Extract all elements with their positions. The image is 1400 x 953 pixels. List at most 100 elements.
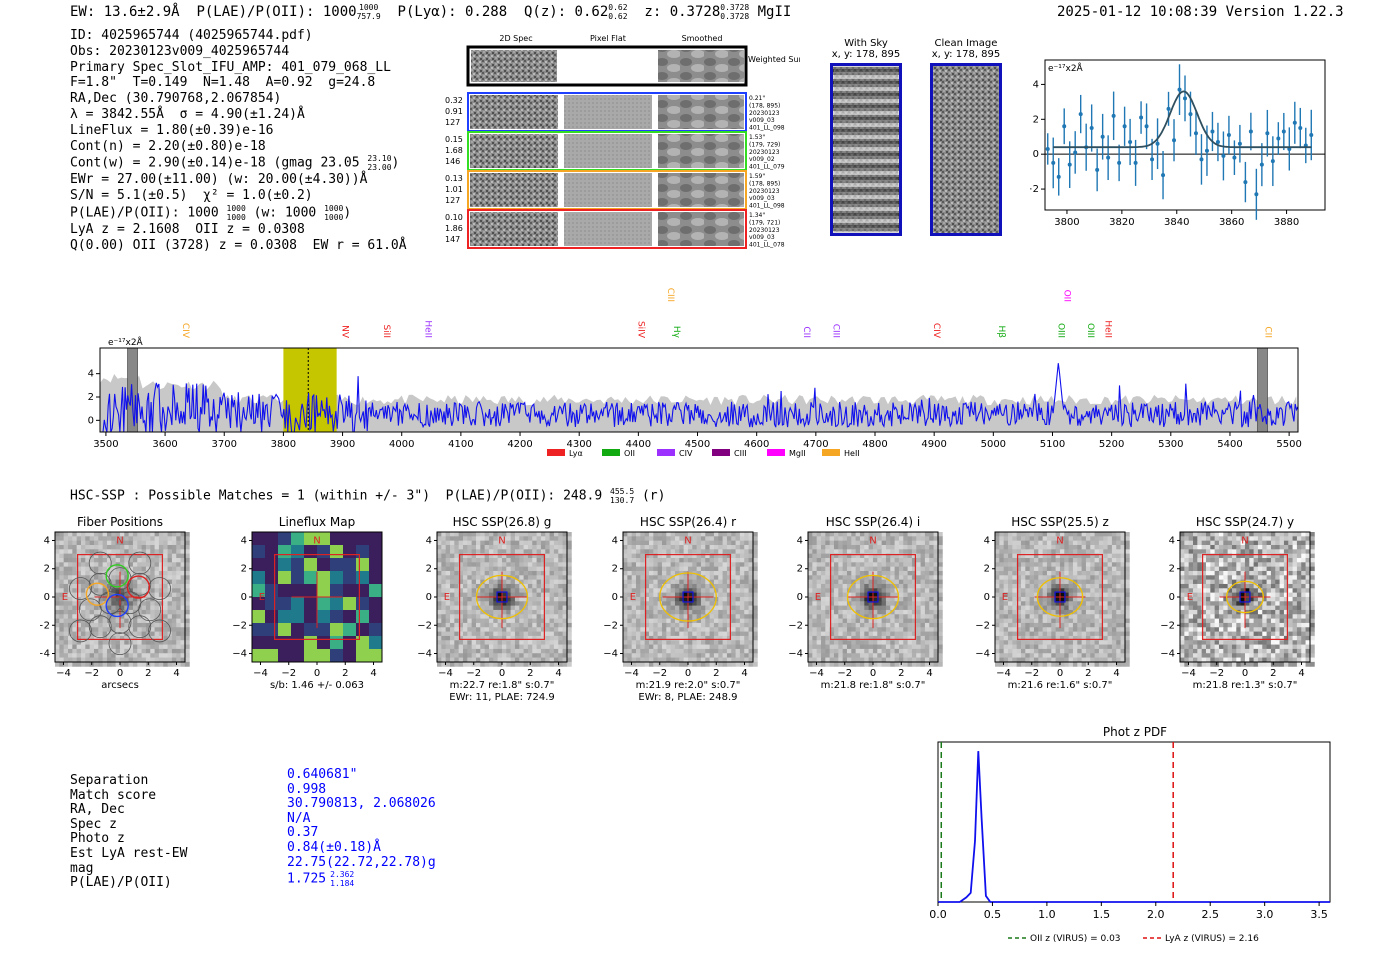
line-fit-point bbox=[1243, 180, 1248, 185]
spectrum-legend-swatch-0 bbox=[547, 449, 565, 456]
hsc-panel-1-north: N bbox=[313, 535, 320, 546]
spectrum-line-label-8: CIII bbox=[831, 324, 841, 338]
cutout-row-0-left-1: 0.91 bbox=[445, 107, 463, 116]
cutout-row-2-flat bbox=[564, 173, 652, 207]
hsc-panel-3-east: E bbox=[630, 592, 636, 603]
line-fit-ytick-label: 2 bbox=[1033, 114, 1039, 125]
hsc-panel-0-xtick: −4 bbox=[56, 668, 71, 679]
hsc-panel-5-aperture bbox=[1036, 577, 1084, 617]
hsc-panel-1-title: Lineflux Map bbox=[279, 515, 355, 529]
hsc-panel-4-search-box bbox=[830, 554, 916, 640]
line-fit-point bbox=[1172, 138, 1177, 143]
photz-frame bbox=[937, 741, 1331, 903]
photz-xtick-label: 1.0 bbox=[1038, 908, 1056, 921]
line-fit-point bbox=[1139, 115, 1144, 120]
hsc-panel-2-ytick: −4 bbox=[417, 649, 432, 660]
hsc-fiber-highlight-1 bbox=[126, 575, 151, 599]
spectrum-xtick-label: 5400 bbox=[1217, 439, 1242, 450]
spectrum-legend-swatch-2 bbox=[657, 449, 675, 456]
header-datetime: 2025-01-12 10:08:39 bbox=[1057, 4, 1218, 20]
hsc-panel-6-counterpart bbox=[1239, 591, 1251, 603]
hsc-panel-4-xlabel: m:21.8 re:1.8" s:0.7" bbox=[821, 680, 926, 691]
info-plae-hi: 1000 bbox=[226, 203, 246, 213]
line-fit-point bbox=[1221, 153, 1226, 158]
hsc-panel-1-search-box bbox=[274, 554, 360, 640]
spectrum-legend-label-1: OII bbox=[624, 449, 635, 458]
clean-title: Clean Image bbox=[934, 38, 998, 49]
counterpart-value-4: 0.37 bbox=[287, 825, 319, 841]
hsc-panel-3-xtick: 0 bbox=[685, 668, 691, 679]
hsc-panel-6-xtick: 0 bbox=[1242, 668, 1248, 679]
spectrum-line-label-15: CII bbox=[1262, 326, 1272, 338]
counterpart-value-3: N/A bbox=[287, 810, 311, 826]
spectrum-line-label-1: NV bbox=[340, 325, 350, 339]
cutout-row-1-left-1: 1.68 bbox=[445, 146, 463, 155]
counterpart-labels: Separation Match score RA, Dec Spec z Photo … bbox=[70, 773, 187, 891]
hsc-panel-3-north: N bbox=[684, 535, 691, 546]
spectrum-line-label-11: OII bbox=[1061, 290, 1071, 302]
info-plae-w-hi: 1000 bbox=[324, 203, 344, 213]
hsc-panel-4-ytick: 2 bbox=[797, 564, 803, 575]
spectrum-frame bbox=[99, 347, 1299, 433]
hsc-panel-5-xlabel: m:21.6 re:1.6" s:0.7" bbox=[1008, 680, 1113, 691]
hsc-panel-5-xtick: 2 bbox=[1085, 668, 1091, 679]
spectrum-xtick-label: 4700 bbox=[803, 439, 828, 450]
counterpart-value-2: 30.790813, 2.068026 bbox=[287, 796, 436, 812]
cutout-row-1-right-1: (179, 729) bbox=[749, 141, 780, 148]
spectrum-xtick-label: 4900 bbox=[921, 439, 946, 450]
hsc-panel-2-search-box bbox=[459, 554, 545, 640]
hsc-panel-5-title: HSC SSP(25.5) z bbox=[1011, 515, 1109, 529]
counterpart-value-0: 0.640681" bbox=[287, 767, 358, 782]
spectrum-xtick-label: 4400 bbox=[626, 439, 651, 450]
spectrum-line-label-13: OIII bbox=[1085, 323, 1095, 338]
spectrum-line-label-9: CIV bbox=[931, 323, 941, 339]
spectrum-legend-swatch-5 bbox=[822, 449, 840, 456]
hsc-panel-4-east: E bbox=[815, 592, 821, 603]
line-fit-point bbox=[1078, 112, 1083, 117]
hsc-panel-2-east: E bbox=[444, 592, 450, 603]
line-fit-point bbox=[1067, 162, 1072, 167]
cutout-row-2-right-3: v009_03 bbox=[749, 195, 775, 202]
hsc-panel-4-aperture bbox=[846, 574, 900, 620]
cutout-row-1-right-4: 401_LL_079 bbox=[749, 164, 785, 171]
cutout-row-0-flat bbox=[564, 95, 652, 129]
col-label-2dspec: 2D Spec bbox=[499, 34, 532, 43]
spectrum-xtick-label: 4800 bbox=[862, 439, 887, 450]
hsc-panel-1-east: E bbox=[259, 592, 265, 603]
info-primary: Primary Spec_Slot_IFU_AMP: 401_079_068_L… bbox=[70, 59, 391, 75]
spectrum-line-label-4: SiIV bbox=[635, 321, 645, 339]
hsc-panel-5-north: N bbox=[1056, 535, 1063, 546]
line-fit-point bbox=[1232, 155, 1237, 160]
line-fit-point bbox=[1155, 141, 1160, 146]
header-plya: P(Lyα): 0.288 bbox=[397, 4, 508, 20]
hsc-panel-1-xtick: −4 bbox=[253, 668, 268, 679]
cutout-row-2-2dspec bbox=[470, 173, 558, 207]
header-z-lo: 0.3728 bbox=[720, 12, 750, 21]
hsc-panel-5-ytick: 4 bbox=[984, 535, 990, 546]
line-fit-point bbox=[1210, 129, 1215, 134]
spectrum-line-label-7: CII bbox=[801, 326, 811, 338]
hsc-panel-0-ytick: −2 bbox=[40, 620, 50, 631]
hsc-panel-2-ytick: −2 bbox=[417, 620, 432, 631]
spectrum-xtick-label: 3700 bbox=[212, 439, 237, 450]
hsc-panel-4-ytick: 4 bbox=[797, 535, 803, 546]
hsc-panel-1-ytick: 4 bbox=[241, 535, 247, 546]
spectrum-legend-label-5: HeII bbox=[844, 449, 860, 458]
header-plae-hi: 1000 bbox=[359, 3, 379, 12]
cutout-row-0-right-2: 20230123 bbox=[749, 110, 780, 117]
hsc-panel-4-ytick: 0 bbox=[797, 592, 803, 603]
hsc-title-hi: 455.5 bbox=[610, 487, 635, 496]
hsc-panel-2-aperture bbox=[475, 574, 529, 620]
hsc-title: HSC-SSP : Possible Matches = 1 (within +… bbox=[70, 487, 665, 505]
cutout-row-3-right-4: 401_LL_078 bbox=[749, 242, 785, 249]
info-plae-w-lo: 1000 bbox=[324, 212, 344, 222]
spectrum-line-label-10: Hβ bbox=[996, 325, 1006, 338]
spectrum-legend-label-2: CIV bbox=[679, 449, 693, 458]
header-plae: P(LAE)/P(OII): 1000 bbox=[196, 4, 357, 20]
hsc-panel-5-xtick: −2 bbox=[1024, 668, 1039, 679]
counterpart-plae-hi: 2.362 bbox=[330, 870, 355, 880]
info-fwhm: F=1.8" T=0.149 N=1.48 A=0.92 g=24.8 bbox=[70, 75, 376, 91]
header-qz: Q(z): 0.62 bbox=[523, 4, 609, 20]
line-fit-point bbox=[1248, 129, 1253, 134]
